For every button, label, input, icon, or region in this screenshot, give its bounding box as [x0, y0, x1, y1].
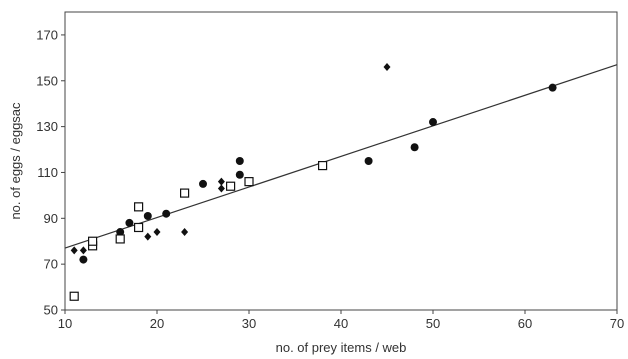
data-point-circle	[116, 228, 125, 237]
plot-frame	[64, 11, 618, 311]
data-point-circle	[235, 170, 244, 179]
data-point-circle	[199, 179, 207, 188]
x-axis-label: no. of prey items / web	[276, 340, 407, 355]
y-tick-label: 70	[44, 257, 58, 272]
x-tick-label: 30	[242, 316, 256, 331]
data-point-circle	[410, 143, 419, 152]
y-tick-label: 150	[36, 73, 58, 88]
data-point-square	[226, 181, 236, 191]
data-point-circle	[125, 218, 134, 227]
x-tick-label: 40	[334, 316, 348, 331]
data-point-diamond	[79, 246, 87, 255]
data-point-square	[180, 188, 190, 198]
data-point-diamond	[217, 177, 225, 186]
y-axis-label: no. of eggs / eggsac	[8, 102, 23, 220]
trendline	[64, 64, 618, 249]
data-point-diamond	[181, 228, 189, 237]
y-axis-ticks: 50 70 90 110 130 150 170	[36, 27, 65, 318]
data-point-diamond	[144, 232, 152, 241]
x-axis-ticks: 10 20 30 40 50 60 70	[58, 310, 624, 331]
x-tick-label: 50	[426, 316, 440, 331]
x-tick-label: 10	[58, 316, 72, 331]
data-point-square	[134, 202, 144, 212]
data-point-square	[134, 222, 144, 233]
y-tick-label: 130	[36, 119, 58, 134]
data-point-diamond	[217, 184, 225, 193]
data-point-square	[244, 177, 254, 187]
y-tick-label: 50	[44, 303, 58, 318]
data-point-square	[318, 160, 328, 171]
data-point-diamond	[70, 246, 78, 255]
data-point-square	[69, 291, 79, 301]
data-point-circle	[548, 83, 557, 92]
y-tick-label: 170	[36, 27, 58, 42]
data-point-circle	[79, 255, 88, 264]
data-point-square	[115, 234, 125, 244]
y-tick-label: 90	[44, 211, 58, 226]
trendline-group	[64, 64, 618, 249]
data-point-circle	[429, 118, 437, 127]
data-point-diamond	[383, 63, 391, 72]
x-tick-label: 70	[610, 316, 624, 331]
data-point-circle	[364, 157, 373, 165]
data-points	[69, 63, 557, 301]
data-point-circle	[162, 209, 171, 218]
x-tick-label: 20	[150, 316, 164, 331]
data-point-diamond	[153, 228, 161, 237]
data-point-square	[87, 236, 98, 246]
data-point-circle	[235, 157, 244, 165]
y-tick-label: 110	[37, 165, 58, 180]
data-point-circle	[143, 212, 152, 221]
x-tick-label: 60	[518, 316, 532, 331]
